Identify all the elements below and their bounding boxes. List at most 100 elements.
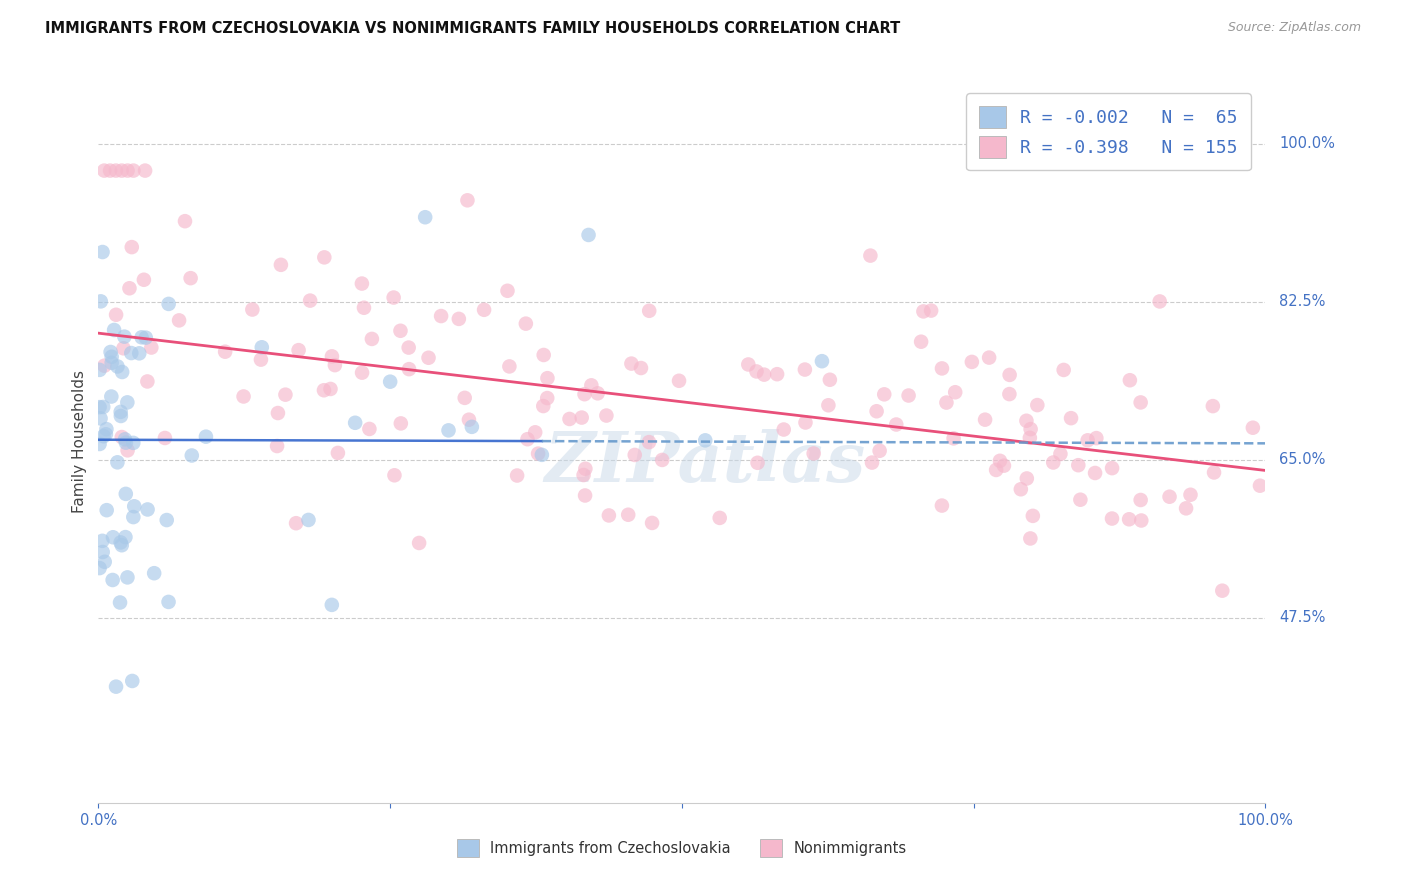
Text: 65.0%: 65.0% [1279,452,1326,467]
Point [993,458,1015,473]
Point [180,449,202,463]
Point [398,362,420,376]
Point [100,350,122,364]
Point [1085,431,1108,445]
Point [1101,511,1123,525]
Point [89,400,111,414]
Point [91,400,114,414]
Point [638,303,661,318]
Point [112,329,135,343]
Point [1049,447,1071,461]
Point [865,404,887,418]
Point [89,363,111,377]
Point [93,429,115,443]
Point [98,163,121,178]
Point [232,389,254,403]
Point [456,194,478,208]
Point [817,398,839,412]
Point [157,297,180,311]
Point [384,468,406,483]
Point [943,385,966,400]
Point [389,417,412,431]
Point [93,359,115,373]
Point [122,163,145,178]
Point [531,399,554,413]
Point [897,388,920,402]
Point [1084,466,1107,480]
Point [752,368,775,382]
Point [766,367,789,381]
Point [1019,532,1042,546]
Point [506,468,529,483]
Point [1019,422,1042,436]
Point [709,511,731,525]
Text: ZIPatlas: ZIPatlas [544,429,866,497]
Point [96,422,118,436]
Point [380,375,402,389]
Point [359,422,381,436]
Point [93,555,115,569]
Text: IMMIGRANTS FROM CZECHOSLOVAKIA VS NONIMMIGRANTS FAMILY HOUSEHOLDS CORRELATION CH: IMMIGRANTS FROM CZECHOSLOVAKIA VS NONIMM… [45,21,900,37]
Point [314,251,336,265]
Point [114,530,136,544]
Point [111,538,134,552]
Point [299,293,322,308]
Point [153,431,176,445]
Point [884,417,907,432]
Point [413,211,436,225]
Point [454,391,477,405]
Text: Source: ZipAtlas.com: Source: ZipAtlas.com [1227,21,1361,35]
Point [1119,373,1142,387]
Point [214,344,236,359]
Point [912,304,935,318]
Point [793,362,815,376]
Point [115,435,138,450]
Point [581,378,603,392]
Point [558,412,581,426]
Point [174,214,197,228]
Point [135,331,157,345]
Point [117,395,139,409]
Point [91,245,114,260]
Point [515,317,537,331]
Point [361,332,384,346]
Point [437,423,460,437]
Point [447,311,470,326]
Point [117,443,139,458]
Point [931,361,953,376]
Point [297,513,319,527]
Point [960,355,983,369]
Point [811,354,834,368]
Point [638,435,661,450]
Point [110,535,132,549]
Point [104,163,127,178]
Point [134,163,156,178]
Point [353,301,375,315]
Point [1015,471,1038,485]
Point [1101,461,1123,475]
Point [1249,479,1271,493]
Point [122,436,145,450]
Point [180,271,202,285]
Point [1010,482,1032,496]
Point [143,566,166,581]
Point [90,411,112,425]
Point [408,536,430,550]
Point [1241,421,1264,435]
Point [695,434,717,448]
Point [803,446,825,460]
Point [121,240,143,254]
Point [100,390,122,404]
Point [598,508,620,523]
Point [91,545,114,559]
Point [859,249,882,263]
Point [118,281,141,295]
Point [94,427,117,442]
Point [572,468,595,483]
Point [1129,395,1152,409]
Point [100,356,122,370]
Point [737,358,759,372]
Point [536,371,558,385]
Point [131,330,153,344]
Point [105,680,128,694]
